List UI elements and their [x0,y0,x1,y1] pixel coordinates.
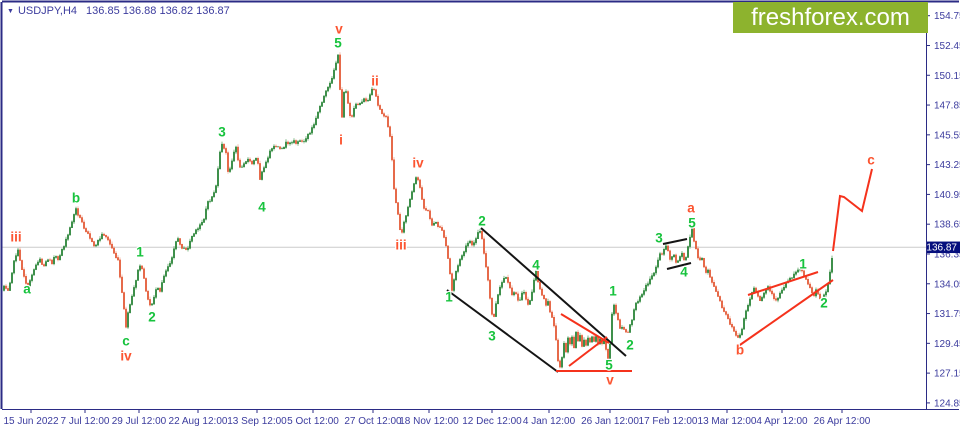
wave-label-c[interactable]: c [121,332,131,349]
black-trend-line[interactable] [480,227,627,357]
wave-label-3[interactable]: 3 [654,229,664,246]
wave-label-1[interactable]: 1 [608,282,618,299]
x-axis-label: 12 Dec 12:00 [462,416,522,427]
wave-label-1[interactable]: 1 [444,288,454,305]
red-trend-line[interactable] [560,313,610,344]
y-axis-label: 136.35 [934,249,960,260]
chart-border [0,0,959,410]
wave-label-2[interactable]: 2 [477,212,487,229]
wave-label-iv[interactable]: iv [411,154,425,171]
y-axis-label: 127.15 [934,369,960,380]
chart-title: ▼ USDJPY,H4 136.85 136.88 136.82 136.87 [7,5,230,17]
y-axis-label: 129.45 [934,339,960,350]
y-axis-label: 147.85 [934,101,960,112]
wave-label-i[interactable]: i [338,131,344,148]
trend-lines [446,168,873,373]
red-trend-line[interactable] [747,271,819,296]
x-axis-label: 4 Apr 12:00 [756,416,808,427]
ohlc-values: 136.85 136.88 136.82 136.87 [86,5,230,17]
y-axis-label: 152.45 [934,41,960,52]
red-trend-line[interactable] [736,279,834,348]
x-axis-label: 18 Nov 12:00 [399,416,459,427]
current-price-box: 136.87 [926,241,960,253]
red-trend-line[interactable] [568,336,608,367]
symbol-timeframe: USDJPY,H4 [17,5,78,17]
candles [3,52,833,369]
wave-label-v[interactable]: v [605,371,615,388]
wave-label-ii[interactable]: ii [370,72,380,89]
wave-label-2[interactable]: 2 [625,336,635,353]
x-axis-label: 7 Jul 12:00 [61,416,110,427]
red-trend-line[interactable] [832,168,873,252]
freshforex-logo: freshforex.com [733,2,928,33]
y-axis-label: 131.75 [934,309,960,320]
wave-label-iv[interactable]: iv [119,347,133,364]
wave-label-4[interactable]: 4 [679,263,689,280]
wave-label-3[interactable]: 3 [487,327,497,344]
x-axis-label: 26 Jan 12:00 [581,416,639,427]
y-axis-label: 154.75 [934,11,960,22]
x-axis-label: 17 Feb 12:00 [639,416,698,427]
black-trend-line[interactable] [666,262,692,270]
x-axis-label: 5 Oct 12:00 [287,416,339,427]
y-axis-label: 145.55 [934,130,960,141]
black-trend-line[interactable] [446,289,559,373]
x-axis-label: 26 Apr 12:00 [814,416,871,427]
wave-label-iii[interactable]: iii [394,236,408,253]
wave-label-a[interactable]: a [22,280,32,297]
current-price-value: 136.87 [926,242,957,253]
y-axis-label: 143.25 [934,160,960,171]
x-axis-label: 22 Aug 12:00 [169,416,228,427]
x-axis-label: 13 Sep 12:00 [227,416,287,427]
wave-label-1[interactable]: 1 [135,243,145,260]
wave-label-v[interactable]: v [334,20,344,37]
black-trend-line[interactable] [662,238,688,245]
time-axis[interactable]: 15 Jun 2022 7 Jul 12:00 29 Jul 12:00 22 Aug… [3,410,871,427]
symbol-dropdown-icon[interactable]: ▼ [7,8,14,15]
wave-label-1[interactable]: 1 [798,255,808,272]
wave-label-2[interactable]: 2 [819,294,829,311]
y-axis-label: 124.85 [934,398,960,409]
wave-label-2[interactable]: 2 [147,308,157,325]
x-axis-label: 4 Jan 12:00 [523,416,576,427]
y-axis-label: 150.15 [934,71,960,82]
wave-label-3[interactable]: 3 [217,123,227,140]
wave-label-c[interactable]: c [866,151,876,168]
x-axis-label: 29 Jul 12:00 [112,416,167,427]
wave-label-b[interactable]: b [735,341,746,358]
wave-label-4[interactable]: 4 [257,198,267,215]
wave-label-5[interactable]: 5 [687,214,697,231]
x-axis-label: 13 Mar 12:00 [698,416,757,427]
wave-label-4[interactable]: 4 [531,256,541,273]
y-axis-label: 134.05 [934,279,960,290]
price-axis[interactable]: 154.75 152.45 150.15 147.85 145.55 143.25 140.… [926,11,960,409]
x-axis-label: 27 Oct 12:00 [344,416,402,427]
y-axis-label: 138.65 [934,220,960,231]
y-axis-label: 140.95 [934,190,960,201]
wave-label-iii[interactable]: iii [9,228,23,245]
wave-label-5[interactable]: 5 [333,34,343,51]
wave-label-5[interactable]: 5 [604,356,614,373]
wave-label-a[interactable]: a [686,199,696,216]
wave-label-b[interactable]: b [71,189,82,206]
x-axis-label: 15 Jun 2022 [3,416,58,427]
